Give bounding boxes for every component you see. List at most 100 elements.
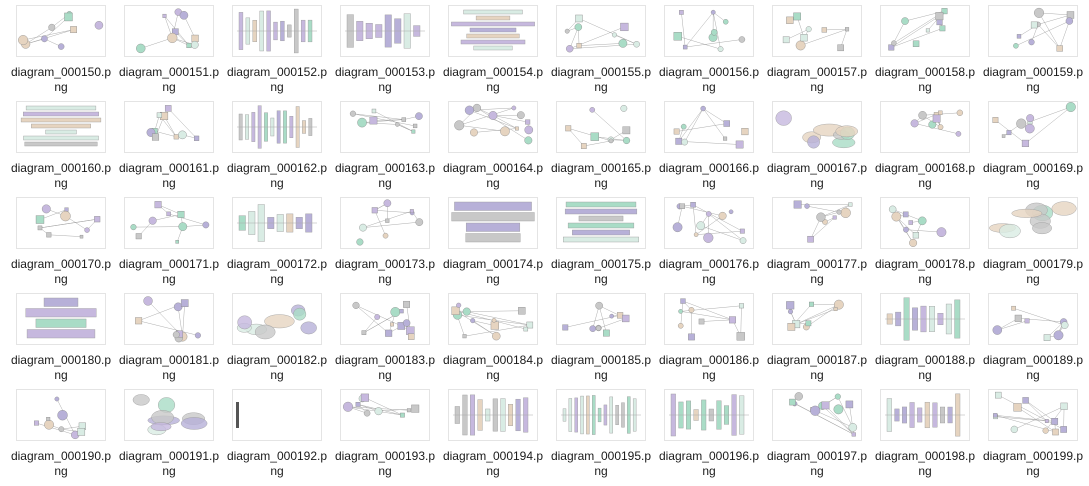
thumbnail[interactable] bbox=[448, 5, 538, 57]
thumbnail[interactable] bbox=[124, 5, 214, 57]
thumbnail[interactable] bbox=[340, 293, 430, 345]
file-item[interactable]: diagram_000156.png bbox=[655, 4, 763, 100]
file-item[interactable]: diagram_000154.png bbox=[439, 4, 547, 100]
file-item[interactable]: diagram_000172.png bbox=[223, 196, 331, 292]
thumbnail[interactable] bbox=[448, 293, 538, 345]
thumbnail[interactable] bbox=[880, 101, 970, 153]
thumbnail[interactable] bbox=[880, 389, 970, 441]
thumbnail[interactable] bbox=[232, 5, 322, 57]
file-item[interactable]: diagram_000197.png bbox=[763, 388, 871, 484]
thumbnail[interactable] bbox=[16, 101, 106, 153]
file-item[interactable]: diagram_000179.png bbox=[979, 196, 1087, 292]
file-item[interactable]: diagram_000160.png bbox=[7, 100, 115, 196]
thumbnail[interactable] bbox=[880, 5, 970, 57]
thumbnail[interactable] bbox=[664, 5, 754, 57]
file-item[interactable]: diagram_000158.png bbox=[871, 4, 979, 100]
file-item[interactable]: diagram_000173.png bbox=[331, 196, 439, 292]
thumbnail[interactable] bbox=[448, 197, 538, 249]
file-item[interactable]: diagram_000198.png bbox=[871, 388, 979, 484]
file-item[interactable]: diagram_000192.png bbox=[223, 388, 331, 484]
file-item[interactable]: diagram_000190.png bbox=[7, 388, 115, 484]
file-item[interactable]: diagram_000193.png bbox=[331, 388, 439, 484]
file-item[interactable]: diagram_000161.png bbox=[115, 100, 223, 196]
thumbnail[interactable] bbox=[988, 101, 1078, 153]
file-item[interactable]: diagram_000168.png bbox=[871, 100, 979, 196]
file-item[interactable]: diagram_000189.png bbox=[979, 292, 1087, 388]
thumbnail[interactable] bbox=[448, 101, 538, 153]
thumbnail[interactable] bbox=[16, 293, 106, 345]
thumbnail[interactable] bbox=[772, 389, 862, 441]
thumbnail[interactable] bbox=[880, 197, 970, 249]
thumbnail[interactable] bbox=[340, 101, 430, 153]
file-item[interactable]: diagram_000167.png bbox=[763, 100, 871, 196]
thumbnail[interactable] bbox=[556, 101, 646, 153]
thumbnail[interactable] bbox=[124, 197, 214, 249]
file-item[interactable]: diagram_000165.png bbox=[547, 100, 655, 196]
file-item[interactable]: diagram_000150.png bbox=[7, 4, 115, 100]
file-item[interactable]: diagram_000171.png bbox=[115, 196, 223, 292]
thumbnail[interactable] bbox=[16, 389, 106, 441]
file-item[interactable]: diagram_000185.png bbox=[547, 292, 655, 388]
file-item[interactable]: diagram_000155.png bbox=[547, 4, 655, 100]
file-item[interactable]: diagram_000175.png bbox=[547, 196, 655, 292]
file-item[interactable]: diagram_000157.png bbox=[763, 4, 871, 100]
file-item[interactable]: diagram_000181.png bbox=[115, 292, 223, 388]
thumbnail[interactable] bbox=[232, 197, 322, 249]
file-item[interactable]: diagram_000196.png bbox=[655, 388, 763, 484]
file-item[interactable]: diagram_000174.png bbox=[439, 196, 547, 292]
file-item[interactable]: diagram_000163.png bbox=[331, 100, 439, 196]
thumbnail[interactable] bbox=[556, 5, 646, 57]
file-item[interactable]: diagram_000195.png bbox=[547, 388, 655, 484]
thumbnail[interactable] bbox=[664, 197, 754, 249]
file-item[interactable]: diagram_000184.png bbox=[439, 292, 547, 388]
thumbnail[interactable] bbox=[772, 197, 862, 249]
thumbnail[interactable] bbox=[124, 293, 214, 345]
file-item[interactable]: diagram_000186.png bbox=[655, 292, 763, 388]
file-item[interactable]: diagram_000159.png bbox=[979, 4, 1087, 100]
thumbnail[interactable] bbox=[772, 293, 862, 345]
thumbnail[interactable] bbox=[664, 293, 754, 345]
thumbnail[interactable] bbox=[16, 5, 106, 57]
thumbnail[interactable] bbox=[988, 197, 1078, 249]
thumbnail[interactable] bbox=[988, 389, 1078, 441]
thumbnail[interactable] bbox=[232, 389, 322, 441]
file-item[interactable]: diagram_000170.png bbox=[7, 196, 115, 292]
file-item[interactable]: diagram_000169.png bbox=[979, 100, 1087, 196]
file-item[interactable]: diagram_000188.png bbox=[871, 292, 979, 388]
file-item[interactable]: diagram_000151.png bbox=[115, 4, 223, 100]
file-item[interactable]: diagram_000187.png bbox=[763, 292, 871, 388]
file-item[interactable]: diagram_000177.png bbox=[763, 196, 871, 292]
thumbnail[interactable] bbox=[988, 5, 1078, 57]
file-item[interactable]: diagram_000166.png bbox=[655, 100, 763, 196]
thumbnail[interactable] bbox=[664, 101, 754, 153]
thumbnail[interactable] bbox=[988, 293, 1078, 345]
thumbnail[interactable] bbox=[232, 101, 322, 153]
file-item[interactable]: diagram_000180.png bbox=[7, 292, 115, 388]
thumbnail[interactable] bbox=[340, 389, 430, 441]
thumbnail[interactable] bbox=[556, 293, 646, 345]
thumbnail[interactable] bbox=[124, 389, 214, 441]
thumbnail[interactable] bbox=[448, 389, 538, 441]
file-item[interactable]: diagram_000176.png bbox=[655, 196, 763, 292]
thumbnail[interactable] bbox=[16, 197, 106, 249]
file-item[interactable]: diagram_000153.png bbox=[331, 4, 439, 100]
file-item[interactable]: diagram_000182.png bbox=[223, 292, 331, 388]
file-item[interactable]: diagram_000164.png bbox=[439, 100, 547, 196]
thumbnail[interactable] bbox=[340, 197, 430, 249]
thumbnail[interactable] bbox=[232, 293, 322, 345]
thumbnail[interactable] bbox=[880, 293, 970, 345]
file-item[interactable]: diagram_000162.png bbox=[223, 100, 331, 196]
thumbnail[interactable] bbox=[772, 5, 862, 57]
thumbnail[interactable] bbox=[124, 101, 214, 153]
file-item[interactable]: diagram_000183.png bbox=[331, 292, 439, 388]
file-item[interactable]: diagram_000191.png bbox=[115, 388, 223, 484]
thumbnail[interactable] bbox=[556, 389, 646, 441]
file-item[interactable]: diagram_000152.png bbox=[223, 4, 331, 100]
thumbnail[interactable] bbox=[772, 101, 862, 153]
thumbnail[interactable] bbox=[340, 5, 430, 57]
thumbnail[interactable] bbox=[664, 389, 754, 441]
file-item[interactable]: diagram_000194.png bbox=[439, 388, 547, 484]
file-item[interactable]: diagram_000199.png bbox=[979, 388, 1087, 484]
thumbnail[interactable] bbox=[556, 197, 646, 249]
file-item[interactable]: diagram_000178.png bbox=[871, 196, 979, 292]
